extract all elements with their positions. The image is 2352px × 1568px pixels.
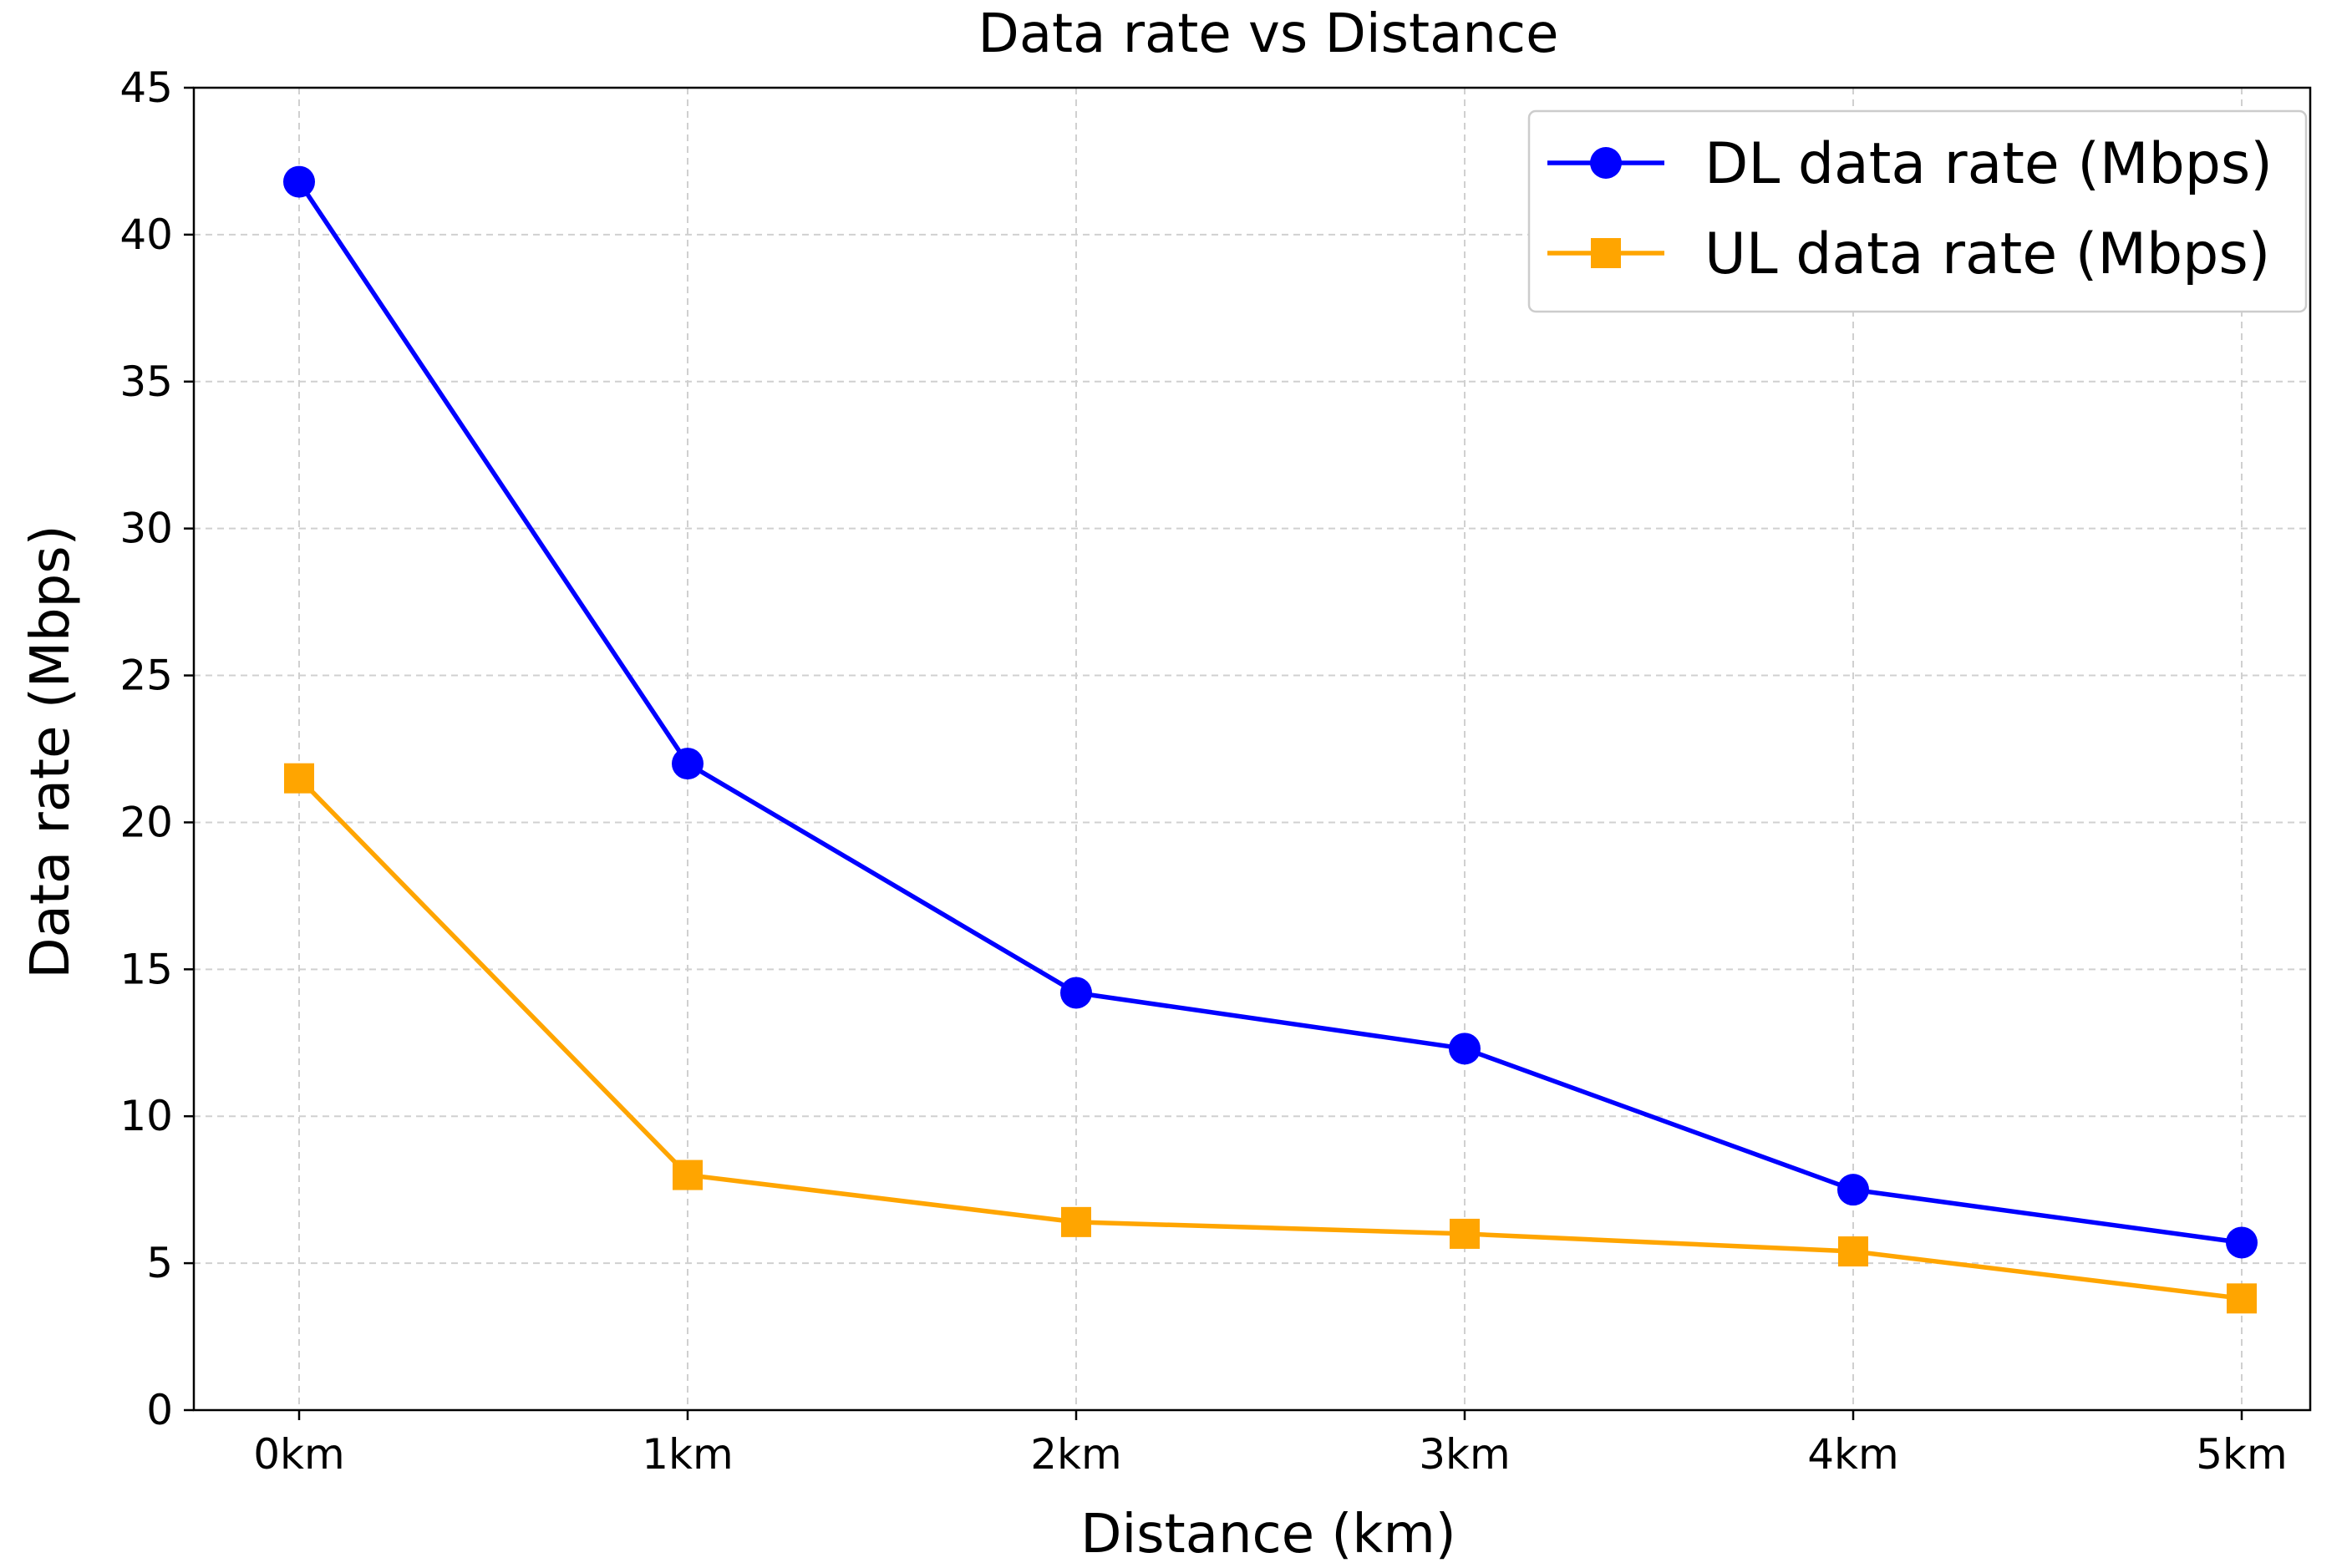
x-tick-label: 4km <box>1807 1430 1898 1479</box>
axes: 0km 1km 2km 3km 4km 5km 0 5 10 15 20 25 30 35 40 45 <box>119 63 2312 1479</box>
data-point <box>1060 977 1092 1009</box>
data-point <box>673 1160 703 1190</box>
series-dl <box>283 165 2258 1259</box>
plot-frame <box>192 86 2312 1412</box>
data-point <box>2227 1283 2257 1314</box>
y-tick-label: 5 <box>146 1239 173 1287</box>
legend-item: UL data rate (Mbps) <box>1547 221 2270 287</box>
x-tick-label: 3km <box>1419 1430 1510 1479</box>
y-axis-title: Data rate (Mbps) <box>20 525 82 978</box>
y-tick-label: 10 <box>119 1092 173 1140</box>
chart-title: Data rate vs Distance <box>978 3 1559 65</box>
x-axis-title: Distance (km) <box>1080 1504 1456 1565</box>
data-point <box>284 763 314 794</box>
legend-frame <box>1527 109 2308 313</box>
data-point <box>1061 1206 1091 1237</box>
y-tick-label: 35 <box>119 358 173 406</box>
x-tick-label: 5km <box>2196 1430 2287 1479</box>
y-tick-label: 15 <box>119 945 173 993</box>
x-tick-label: 2km <box>1030 1430 1121 1479</box>
data-point <box>672 748 704 780</box>
data-point <box>1837 1174 1869 1206</box>
legend-label: DL data rate (Mbps) <box>1704 131 2273 197</box>
y-tick-label: 25 <box>119 652 173 700</box>
y-tick-label: 0 <box>146 1386 173 1434</box>
data-point <box>1838 1236 1868 1267</box>
legend-marker <box>1590 147 1622 179</box>
legend-marker <box>1591 238 1621 268</box>
series-line <box>297 180 2243 1246</box>
data-point <box>283 165 315 198</box>
y-tick-label: 20 <box>119 798 173 846</box>
legend-label: UL data rate (Mbps) <box>1704 221 2270 287</box>
y-tick-label: 30 <box>119 505 173 553</box>
x-tick-label: 0km <box>253 1430 344 1479</box>
series-group <box>283 165 2258 1314</box>
y-tick-label: 45 <box>119 63 173 112</box>
y-tick-label: 40 <box>119 211 173 259</box>
x-tick-label: 1km <box>642 1430 733 1479</box>
legend: DL data rate (Mbps) UL data rate (Mbps) <box>1527 109 2308 313</box>
series-ul <box>284 763 2257 1314</box>
series-line <box>297 776 2243 1302</box>
data-point <box>1450 1218 1480 1249</box>
legend-item: DL data rate (Mbps) <box>1547 131 2273 197</box>
data-point <box>2226 1226 2258 1259</box>
data-point <box>1449 1033 1481 1065</box>
